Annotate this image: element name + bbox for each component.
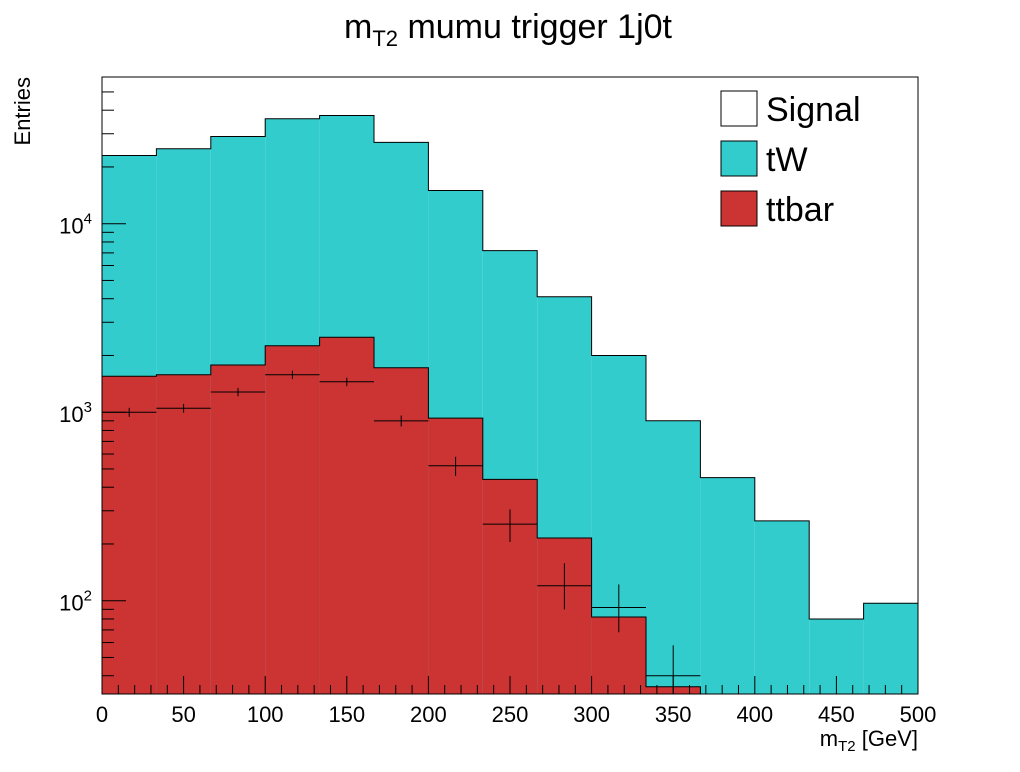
bar-ttbar-8 <box>537 538 592 694</box>
data-points-layer <box>102 370 701 694</box>
legend-swatch <box>720 140 758 177</box>
x-tick-label: 0 <box>96 702 108 727</box>
outline-ttbar <box>102 336 918 695</box>
data-point <box>537 563 592 610</box>
y-tick-label: 104 <box>59 211 92 239</box>
x-tick-label: 100 <box>247 702 284 727</box>
x-tick-label: 50 <box>171 702 195 727</box>
y-axis: 102 103 104 <box>59 76 126 677</box>
x-tick-label: 300 <box>573 702 610 727</box>
outline-tw <box>102 115 918 620</box>
x-tick-label: 200 <box>410 702 447 727</box>
legend-swatch <box>720 90 758 127</box>
bar-ttbar-1 <box>156 374 211 694</box>
legend-item-tw: tW <box>720 140 808 179</box>
data-point <box>210 387 266 397</box>
x-label-rest: [GeV] <box>856 726 918 751</box>
bars-layer <box>102 115 918 695</box>
legend-item-signal: Signal <box>720 90 861 129</box>
bar-tw-11 <box>700 477 755 694</box>
data-point <box>319 377 374 387</box>
bar-ttbar-3 <box>265 345 320 694</box>
data-point <box>156 404 211 413</box>
title-subscript: T2 <box>372 26 398 51</box>
legend-label: ttbar <box>766 191 834 229</box>
y-tick-label: 102 <box>59 588 92 616</box>
legend-item-ttbar: ttbar <box>720 190 834 229</box>
y-tick-label: 103 <box>59 399 92 427</box>
bar-ttbar-4 <box>319 337 375 694</box>
data-point <box>265 370 320 380</box>
title-main: m <box>344 8 372 46</box>
data-point <box>428 456 483 476</box>
legend-swatch <box>720 190 758 227</box>
bar-tw-12 <box>754 520 810 694</box>
data-point <box>591 584 647 633</box>
data-point <box>482 509 538 542</box>
x-tick-label: 250 <box>492 702 529 727</box>
x-axis-label: mT2 [GeV] <box>820 726 918 755</box>
y-axis-label: Entries <box>10 77 35 145</box>
bar-ttbar-0 <box>102 376 157 694</box>
x-tick-label: 150 <box>328 702 365 727</box>
legend-label: Signal <box>766 91 861 129</box>
bar-tw-14 <box>863 603 918 694</box>
legend-label: tW <box>766 141 808 179</box>
x-tick-label: 400 <box>736 702 773 727</box>
data-point <box>373 415 429 427</box>
legend: Signal tW ttbar <box>720 90 861 229</box>
bar-ttbar-2 <box>210 364 266 694</box>
x-tick-label: 450 <box>818 702 855 727</box>
title-rest: mumu trigger 1j0t <box>398 8 673 46</box>
x-tick-label: 500 <box>900 702 937 727</box>
x-label-main: m <box>820 726 838 751</box>
x-tick-label: 350 <box>655 702 692 727</box>
x-axis: 0 50 100 150 200 250 300 350 400 450 500 <box>96 676 936 727</box>
x-label-subscript: T2 <box>838 738 856 755</box>
chart-title: mT2 mumu trigger 1j0t <box>344 8 673 51</box>
